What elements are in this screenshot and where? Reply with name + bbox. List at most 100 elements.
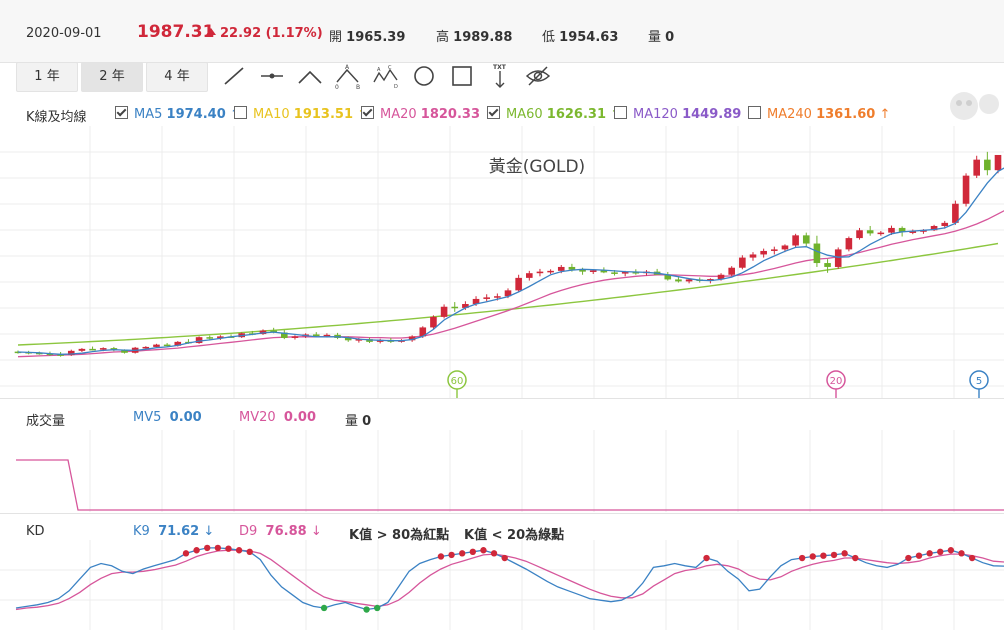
d9-arrow-icon: ↓ [310, 524, 322, 539]
up-triangle-icon [206, 28, 216, 35]
kd-chart[interactable] [0, 540, 1004, 630]
k-overbought-dot [448, 551, 455, 559]
candle [323, 334, 331, 337]
ma60-checkbox[interactable] [487, 106, 500, 119]
kd-high-note: K值 > 80為紅點 [349, 528, 450, 543]
ma240-name: MA240 [767, 107, 812, 122]
candle [217, 336, 224, 339]
k-overbought-dot [852, 554, 859, 562]
ma10-checkbox[interactable] [234, 106, 247, 119]
ma240-arrow-icon: ↑ [879, 107, 891, 122]
rectangle-icon[interactable] [448, 62, 476, 90]
ma5-toggle[interactable]: MA5 1974.40 ↑ [115, 106, 241, 122]
k9-readout: K9 71.62 ↓ [133, 524, 214, 539]
price-change: 22.92 (1.17%) [206, 26, 323, 41]
mv20-readout: MV20 0.00 [239, 410, 316, 425]
k-overbought-dot [820, 552, 827, 559]
ma5-checkbox[interactable] [115, 106, 128, 119]
k-oversold-dot [363, 606, 370, 613]
candle [78, 348, 86, 351]
vol-readout: 量 0 [345, 410, 371, 429]
candle [344, 337, 352, 341]
ma60-toggle[interactable]: MA60 1626.31 ↑ [487, 106, 621, 122]
mv20-line [16, 459, 1004, 511]
ma60-line [17, 242, 999, 346]
candle [557, 266, 565, 271]
kd-low-note: K值 < 20為綠點 [464, 528, 565, 543]
volume-chart[interactable] [0, 430, 1004, 512]
k-overbought-dot [458, 550, 466, 557]
abc-pattern-icon[interactable]: A 0 B [334, 62, 362, 90]
open-value: 1965.39 [346, 30, 406, 45]
k9-line [15, 547, 1004, 611]
ma120-checkbox[interactable] [614, 106, 627, 119]
xabcd-pattern-icon[interactable]: C A D [372, 62, 400, 90]
candle [952, 203, 959, 223]
ma5-marker [969, 370, 989, 390]
price-chart[interactable]: 60 20 5 [0, 126, 1004, 398]
k-overbought-dot [480, 547, 487, 554]
candle [589, 270, 597, 272]
angle-line-icon[interactable] [296, 62, 324, 90]
k-overbought-dot [204, 544, 211, 552]
ma60-marker-label: 60 [451, 376, 464, 387]
toolbar: 1 年 2 年 4 年 A 0 B C A D TXT [0, 62, 1004, 98]
range-4y-button[interactable]: 4 年 [146, 62, 208, 92]
ma120-name: MA120 [633, 107, 678, 122]
ma20-toggle[interactable]: MA20 1820.33 ↑ [361, 106, 495, 122]
candle [494, 296, 501, 298]
candle [408, 336, 416, 341]
candle [973, 159, 980, 176]
candle [163, 344, 171, 347]
candle [920, 230, 927, 232]
candle [355, 339, 363, 341]
k-overbought-dot [958, 550, 965, 557]
candle [781, 245, 789, 250]
candle [792, 235, 799, 246]
k-overbought-dot [225, 545, 232, 552]
candle [845, 238, 853, 250]
high-label: 高 [436, 30, 450, 45]
kd-panel-divider [0, 513, 1004, 514]
text-tool-icon[interactable]: TXT [486, 62, 514, 90]
ma-legend-row: K線及均線 MA5 1974.40 ↑ MA10 1913.51 ↑ MA20 … [0, 102, 1004, 126]
low-label: 低 [542, 30, 556, 45]
vol-readout-value: 0 [362, 414, 372, 429]
ma20-name: MA20 [380, 107, 417, 122]
low-value: 1954.63 [559, 30, 619, 45]
candle [504, 290, 512, 297]
candle [206, 337, 214, 339]
hide-drawings-icon[interactable] [524, 62, 552, 90]
circle-icon[interactable] [410, 62, 438, 90]
k-overbought-dot [703, 554, 710, 562]
candle [291, 336, 299, 338]
date-label: 2020-09-01 [26, 26, 102, 41]
ma5-line [17, 167, 1004, 355]
candle [611, 272, 618, 274]
horizontal-line-icon[interactable] [258, 62, 286, 90]
candle [760, 250, 767, 255]
trendline-icon[interactable] [220, 62, 248, 90]
candle [89, 348, 96, 351]
candle [664, 274, 672, 280]
ma240-toggle[interactable]: MA240 1361.60 ↑ [748, 106, 890, 122]
ma240-checkbox[interactable] [748, 106, 761, 119]
last-price: 1987.31 [137, 22, 215, 42]
candle [36, 352, 43, 355]
mv5-label: MV5 [133, 410, 162, 425]
low-field: 低 1954.63 [542, 26, 618, 45]
k-overbought-dot [798, 554, 806, 562]
ma10-toggle[interactable]: MA10 1913.51 ↑ [234, 106, 368, 122]
d9-value: 76.88 [265, 524, 307, 539]
candle [856, 230, 863, 239]
quote-header: 2020-09-01 1987.31 22.92 (1.17%) 開 1965.… [0, 0, 1004, 63]
k-oversold-dot [374, 604, 381, 612]
k-overbought-dot [182, 550, 190, 557]
candle [515, 277, 522, 291]
k9-label: K9 [133, 524, 150, 539]
candle [57, 354, 64, 356]
range-1y-button[interactable]: 1 年 [16, 62, 78, 92]
ma120-toggle[interactable]: MA120 1449.89 ↑ [614, 106, 756, 122]
ma20-checkbox[interactable] [361, 106, 374, 119]
range-2y-button[interactable]: 2 年 [81, 62, 143, 92]
